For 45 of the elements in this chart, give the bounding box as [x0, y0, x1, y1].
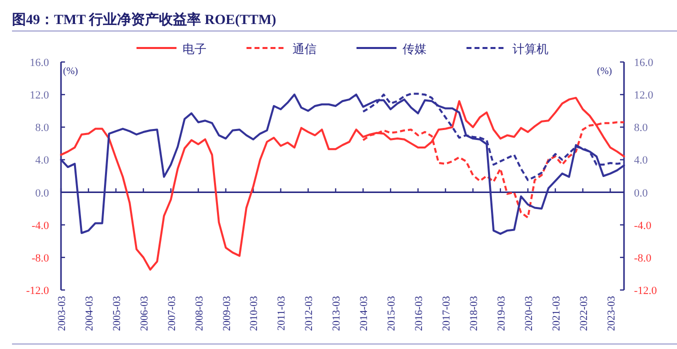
legend-label: 通信 [292, 42, 316, 56]
x-tick-label: 2010-03 [249, 296, 260, 331]
x-tick-label: 2018-03 [468, 296, 480, 331]
y-tick-label: -8.0 [32, 252, 50, 264]
x-tick-label: 2017-03 [441, 296, 452, 331]
x-tick-label: 2008-03 [194, 296, 206, 331]
y-tick-label: -12.0 [26, 285, 50, 297]
y2-tick-label: 12.0 [634, 90, 654, 102]
y-tick-label: 12.0 [30, 90, 50, 102]
x-tick-label: 2004-03 [84, 296, 96, 331]
y-tick-label: 16.0 [30, 57, 50, 69]
x-tick-label: 2021-03 [551, 296, 562, 331]
x-tick-label: 2003-03 [57, 296, 68, 331]
x-tick-label: 2020-03 [524, 296, 535, 331]
y2-axis-title: (%) [597, 66, 612, 77]
y2-tick-label: 8.0 [634, 122, 648, 134]
x-tick-label: 2007-03 [166, 296, 178, 331]
x-tick-label: 2011-03 [276, 296, 288, 331]
legend-label: 电子 [182, 42, 206, 56]
chart-title: 图49：TMT 行业净资产收益率 ROE(TTM) [12, 11, 277, 28]
x-tick-label: 2006-03 [139, 296, 150, 331]
x-tick-label: 2015-03 [386, 296, 398, 331]
x-tick-label: 2005-03 [112, 296, 123, 331]
x-tick-label: 2014-03 [359, 296, 370, 331]
legend-label: 传媒 [402, 42, 426, 56]
y2-tick-label: 4.0 [634, 154, 648, 167]
y2-tick-label: -4.0 [634, 220, 652, 232]
line-series [60, 96, 625, 271]
x-tick-label: 2019-03 [496, 296, 508, 331]
x-tick-label: 2012-03 [304, 296, 316, 331]
y2-tick-label: -12.0 [634, 285, 658, 297]
legend-label: 计算机 [512, 42, 548, 56]
y2-tick-label: -8.0 [634, 252, 652, 264]
x-tick-label: 2013-03 [332, 296, 343, 331]
x-tick-label: 2009-03 [222, 296, 233, 331]
y-tick-label: 0.0 [35, 187, 50, 200]
y-axis-title: (%) [63, 66, 78, 77]
y2-tick-label: 16.0 [634, 57, 654, 69]
y-tick-label: -4.0 [32, 220, 50, 232]
y2-tick-label: 0.0 [634, 187, 648, 200]
x-tick-label: 2016-03 [414, 296, 426, 331]
x-tick-label: 2023-03 [606, 296, 618, 331]
y-tick-label: 4.0 [35, 154, 50, 167]
x-tick-label: 2022-03 [578, 296, 590, 331]
y-tick-label: 8.0 [35, 122, 50, 134]
